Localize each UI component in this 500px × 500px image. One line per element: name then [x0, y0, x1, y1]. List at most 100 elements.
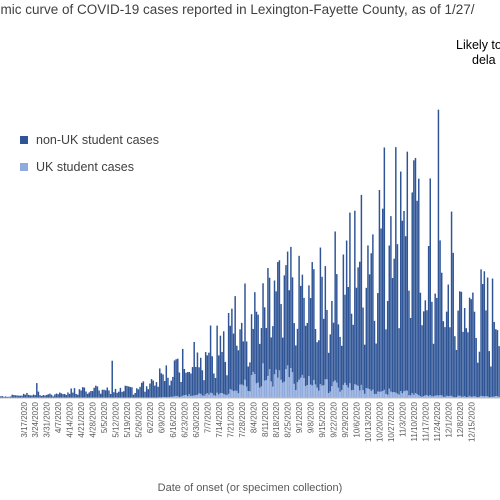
bar-non-uk-student: [91, 391, 94, 398]
bar-non-uk-student: [408, 290, 410, 396]
x-tick-label: 9/1/2020: [295, 401, 304, 433]
bar-non-uk-student: [285, 265, 287, 370]
bar-non-uk-student: [470, 299, 472, 397]
bar-non-uk-student: [85, 391, 87, 398]
bar-non-uk-student: [163, 381, 166, 398]
bar-non-uk-student: [355, 287, 358, 385]
bar-uk-student: [200, 393, 202, 398]
bar-non-uk-student: [344, 294, 346, 383]
legend-swatch-non-uk: [20, 136, 28, 144]
bar-uk-student: [344, 382, 346, 398]
bar-non-uk-student: [200, 357, 202, 394]
bar-non-uk-student: [165, 365, 168, 398]
bar-uk-student: [319, 384, 322, 398]
bar-non-uk-student: [411, 192, 413, 394]
bar-uk-student: [306, 385, 309, 398]
bar-uk-student: [424, 395, 427, 398]
bar-uk-student: [278, 370, 281, 398]
bar-uk-student: [327, 393, 330, 398]
bar-non-uk-student: [432, 343, 435, 397]
bar-uk-student: [447, 396, 450, 398]
bar-non-uk-student: [424, 300, 427, 396]
bar-non-uk-student: [388, 245, 390, 389]
x-tick-label: 8/11/2020: [261, 401, 270, 437]
bar-uk-student: [216, 392, 218, 398]
bar-uk-student: [411, 393, 413, 398]
bar-non-uk-student: [229, 325, 231, 390]
bar-non-uk-student: [283, 275, 286, 382]
bar-non-uk-student: [109, 393, 112, 398]
bar-uk-student: [286, 365, 289, 398]
bar-non-uk-student: [121, 391, 123, 398]
bar-uk-student: [337, 387, 340, 398]
bar-non-uk-student: [440, 272, 443, 396]
bar-non-uk-student: [232, 333, 235, 392]
bar-non-uk-student: [139, 386, 141, 398]
bar-uk-student: [281, 382, 284, 398]
bar-non-uk-student: [436, 297, 438, 396]
bar-non-uk-student: [360, 194, 363, 385]
bar-non-uk-student: [290, 246, 292, 368]
bar-non-uk-student: [277, 262, 279, 378]
bar-non-uk-student: [186, 372, 189, 397]
bar-non-uk-student: [173, 360, 176, 397]
bar-non-uk-student: [211, 356, 213, 394]
bar-uk-student: [414, 392, 417, 398]
bar-uk-student: [495, 395, 497, 398]
bar-uk-student: [275, 369, 277, 398]
bar-uk-student: [385, 393, 387, 398]
bar-uk-student: [300, 377, 302, 398]
bar-uk-student: [244, 379, 246, 398]
bar-uk-student: [342, 384, 345, 398]
bar-uk-student: [473, 395, 476, 398]
bar-non-uk-student: [313, 269, 315, 380]
delay-annotation: Likely to dela: [456, 38, 500, 68]
bar-non-uk-student: [218, 355, 220, 395]
bar-non-uk-student: [9, 396, 12, 398]
bar-non-uk-student: [249, 362, 251, 392]
bar-non-uk-student: [329, 334, 331, 392]
bar-non-uk-student: [22, 393, 25, 398]
bar-uk-student: [295, 390, 297, 398]
bar-non-uk-student: [122, 391, 125, 398]
bar-uk-student: [304, 386, 307, 398]
bar-uk-student: [406, 390, 409, 398]
bar-non-uk-student: [168, 385, 171, 398]
bar-uk-student: [421, 396, 423, 398]
bar-non-uk-student: [191, 367, 194, 396]
bar-uk-student: [416, 394, 418, 398]
bar-uk-student: [267, 375, 269, 398]
bar-non-uk-student: [68, 393, 71, 398]
bar-uk-student: [419, 396, 422, 398]
bar-non-uk-student: [393, 258, 395, 393]
bar-uk-student: [255, 383, 258, 398]
bar-uk-student: [332, 381, 335, 398]
bar-uk-student: [481, 395, 484, 398]
x-tick-label: 6/2/2020: [146, 401, 155, 433]
bar-uk-student: [313, 379, 315, 398]
bar-non-uk-student: [196, 352, 199, 395]
bar-uk-student: [439, 395, 441, 398]
bar-uk-student: [400, 391, 402, 398]
bar-non-uk-student: [295, 345, 297, 391]
bar-non-uk-student: [172, 376, 174, 397]
x-tick-label: 3/17/2020: [20, 401, 29, 437]
bar-uk-student: [396, 393, 399, 398]
bar-non-uk-student: [60, 393, 63, 398]
x-tick-label: 9/15/2020: [318, 401, 327, 437]
bar-uk-student: [386, 394, 389, 398]
bar-non-uk-student: [95, 385, 97, 398]
bar-uk-student: [378, 391, 381, 398]
bar-uk-student: [288, 377, 290, 398]
bar-non-uk-student: [144, 391, 146, 398]
bar-non-uk-student: [221, 351, 223, 394]
bar-uk-student: [395, 392, 397, 398]
bar-uk-student: [298, 379, 300, 398]
bar-non-uk-student: [136, 388, 138, 398]
bar-non-uk-student: [88, 392, 90, 398]
bar-uk-student: [173, 396, 176, 398]
bar-uk-student: [462, 396, 464, 398]
bar-non-uk-student: [354, 210, 356, 385]
bar-uk-student: [485, 396, 487, 398]
x-tick-label: 10/6/2020: [353, 401, 362, 437]
